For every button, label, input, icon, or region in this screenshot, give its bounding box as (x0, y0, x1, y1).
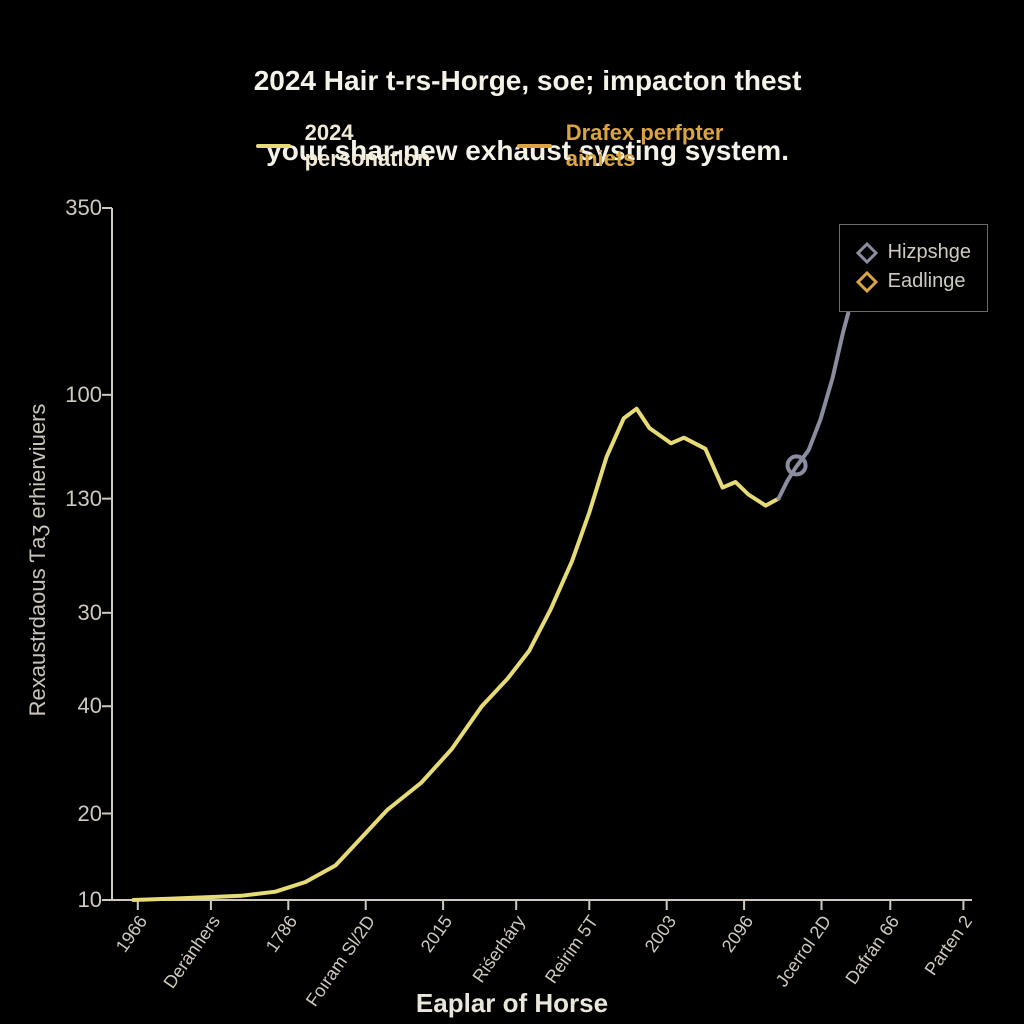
y-tick-label: 350 (42, 195, 102, 221)
x-tick-label: Parten 2 (921, 912, 977, 980)
x-tick-label: Riśerháry (469, 912, 530, 987)
x-tick-label: 2096 (718, 912, 758, 957)
diamond-icon (856, 271, 878, 293)
legend-swatch (256, 144, 291, 148)
y-tick-label: 30 (42, 600, 102, 626)
x-tick-label: 1966 (112, 912, 152, 957)
y-tick-label: 10 (42, 887, 102, 913)
legend-row-label: Eadlinge (888, 270, 966, 293)
top-legend: 2024 personation Drafex perfpter ainiets (256, 120, 768, 172)
x-tick-label: Derȧnhers (159, 912, 224, 993)
x-tick-label: Reirim 5T (541, 912, 603, 988)
legend-label: 2024 personation (305, 120, 461, 172)
x-tick-label: 2003 (640, 912, 680, 957)
series-main-line (134, 409, 779, 900)
top-legend-item: 2024 personation (256, 120, 461, 172)
legend-swatch (517, 144, 552, 148)
y-tick-label: 40 (42, 693, 102, 719)
top-legend-item: Drafex perfpter ainiets (517, 120, 768, 172)
chart-title-line1: 2024 Hair t-rs-Horge, soe; impacton thes… (254, 65, 802, 96)
chart-title: 2024 Hair t-rs-Horge, soe; impacton thes… (223, 28, 802, 203)
line-chart: 2024 Hair t-rs-Horge, soe; impacton thes… (0, 0, 1024, 1024)
legend-row: Hizpshge (856, 241, 971, 264)
x-axis-title: Eaplar of Horse (416, 988, 608, 1019)
x-tick-label: Dafrán 66 (842, 912, 905, 989)
legend-row-label: Hizpshge (888, 241, 971, 264)
y-axis-title: Rexaustrdaous Ƭaʒ erhierviuers (25, 404, 51, 717)
diamond-icon (856, 242, 878, 264)
x-tick-label: 1786 (262, 912, 302, 957)
legend-row: Eadlinge (856, 270, 971, 293)
y-tick-label: 20 (42, 801, 102, 827)
x-tick-label: Foıram Sl/2D (302, 912, 380, 1011)
y-tick-label: 100 (42, 382, 102, 408)
x-tick-label: Jcerrol 2D (771, 912, 835, 991)
legend-box: Hizpshge Eadlinge (839, 224, 988, 312)
y-tick-label: 130 (42, 486, 102, 512)
legend-label: Drafex perfpter ainiets (566, 120, 768, 172)
x-tick-label: 2015 (417, 912, 457, 957)
